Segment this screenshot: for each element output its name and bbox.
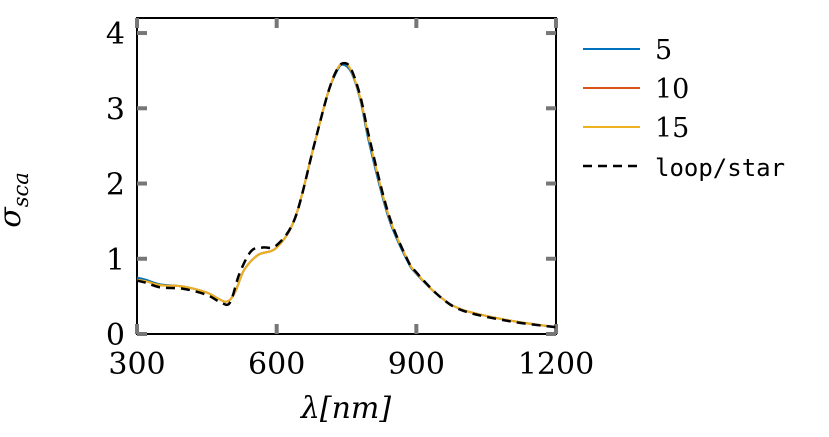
y-tick-label: 0 bbox=[106, 318, 125, 353]
x-tick-label: 900 bbox=[388, 347, 445, 382]
axis-tick-labels: 300 600 900 1200 0 1 2 3 4 bbox=[106, 17, 594, 382]
legend-label: 10 bbox=[655, 74, 689, 105]
y-tick-label: 2 bbox=[106, 168, 125, 203]
series-line-loop-star bbox=[136, 61, 557, 329]
series-line-5 bbox=[136, 63, 557, 329]
legend-label: 5 bbox=[655, 35, 672, 66]
x-tick-label: 300 bbox=[108, 347, 165, 382]
series-line-15 bbox=[136, 62, 557, 329]
plot-area bbox=[136, 17, 557, 335]
axis-ticks bbox=[135, 18, 558, 336]
x-tick-label: 600 bbox=[248, 347, 305, 382]
y-axis-label-text: σsca bbox=[0, 172, 33, 228]
x-tick-label: 1200 bbox=[518, 347, 594, 382]
series-lines bbox=[136, 61, 557, 329]
legend: 5 10 15 loop/star bbox=[583, 35, 785, 182]
y-tick-label: 3 bbox=[106, 92, 125, 127]
legend-label: 15 bbox=[655, 113, 689, 144]
x-axis-label: λ[nm] bbox=[300, 391, 391, 426]
series-line-10 bbox=[136, 62, 557, 329]
y-axis-label: σsca bbox=[0, 172, 33, 228]
plot-frame bbox=[136, 17, 557, 335]
y-tick-label: 4 bbox=[106, 17, 125, 52]
legend-label: loop/star bbox=[655, 154, 785, 182]
y-tick-label: 1 bbox=[106, 243, 125, 278]
